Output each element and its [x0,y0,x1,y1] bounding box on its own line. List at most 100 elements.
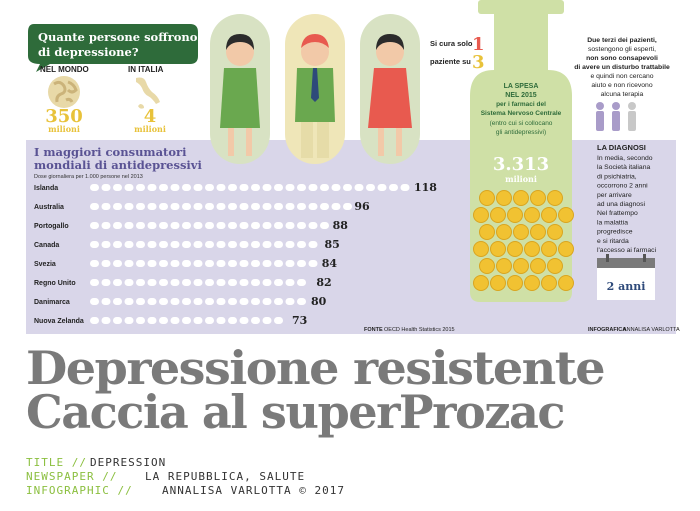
spending-l4: Sistema Nervoso Centrale [481,110,562,117]
spending-l5: (entro cui si collocano [490,120,553,127]
category-label: Australia [34,204,64,211]
coin-icon [473,275,489,291]
category-label: Svezia [34,261,56,268]
coin-icon [524,241,540,257]
coin-icon [524,275,540,291]
diagnosis-line: per arrivare [597,192,632,199]
bar-row: Danimarca 80 [34,295,327,308]
coin-icon [530,190,546,206]
source-text: OECD Health Statistics 2015 [384,327,455,333]
value-label: 118 [414,181,437,194]
spending-l3: per i farmaci del [496,101,546,108]
bar-row: Canada 85 [34,238,340,251]
coin-icon [541,275,557,291]
coin-icon [490,207,506,223]
untreated-l1: Due terzi dei pazienti, [587,37,657,44]
chart-subtitle: Dose giornaliera per 1.000 persone nel 2… [34,174,143,180]
bar [90,222,329,229]
cure-mid: paziente su [430,57,471,66]
bar-chart: Islanda 118 Australia 96 Portogallo 88 Canada 8… [34,181,437,327]
untreated-l4: di avere un disturbo trattabile [574,64,670,71]
cure-num-2: 3 [472,52,485,73]
credits: TITLE // DEPRESSION NEWSPAPER // LA REPU… [26,456,345,497]
spending-l1: LA SPESA [504,83,539,90]
infographic-label: INFOGRAFICA [588,327,626,333]
bar-row: Svezia 84 [34,257,337,270]
world-value: 350 [45,106,83,127]
coin-icon [507,275,523,291]
bar [90,317,283,324]
category-label: Canada [34,242,59,249]
coin-icon [507,207,523,223]
diagnosis-line: occorrono 2 anni [597,183,648,190]
speech-line-2: di depressione? [38,45,139,59]
person-man-tie [285,14,345,164]
coin-icon [524,207,540,223]
speech-line-1: Quante persone soffrono [38,30,198,44]
credit-infographic-key: INFOGRAPHIC // [26,484,133,497]
bar [90,260,318,267]
diagnosis-text: In media, secondo la Società italiana di p… [597,155,657,254]
coin-icon [513,224,529,240]
diagnosis-title: LA DIAGNOSI [597,143,646,152]
credit-title-key: TITLE // [26,456,87,469]
pill-bottle [470,0,572,302]
coin-icon [473,207,489,223]
spending-l2: NEL 2015 [505,92,536,99]
coin-icon [547,258,563,274]
cure-num-1: 1 [472,34,485,55]
value-label: 80 [311,295,327,308]
person-woman-green [210,14,270,164]
headline-line-1: Depressione resistente [26,341,604,395]
diagnosis-line: Nel frattempo [597,210,638,217]
bar [90,279,306,286]
speech-bubble: Quante persone soffrono di depressione? [28,24,198,72]
chart-title-l2: mondiali di antidepressivi [34,158,202,172]
coin-icon [496,258,512,274]
italy-map-icon [136,77,160,109]
spending-unit: milioni [505,174,537,184]
coin-icon [490,241,506,257]
calendar-label: 2 anni [607,280,646,293]
diagnosis-line: e si ritarda [597,238,629,245]
infographic-text: ANNALISA VARLOTTA [623,327,680,333]
untreated-l5: e quindi non cercano [590,73,653,80]
credit-infographic-value: ANNALISA VARLOTTA © 2017 [162,484,345,497]
bar-row: Nuova Zelanda 73 [34,314,307,327]
coin-icon [541,241,557,257]
bar-row: Regno Unito 82 [34,276,332,289]
cure-prefix: Si cura solo [430,39,473,48]
untreated-l6: aiuto e non ricevono [591,82,652,89]
spending-text: LA SPESA NEL 2015 per i farmaci del Sist… [481,83,562,136]
source-label: FONTE [364,327,383,333]
diagnosis-line: progredisce [597,229,633,236]
diagnosis-line: la Società italiana [597,164,650,171]
italy-unit: milioni [134,124,166,134]
category-label: Danimarca [34,299,70,306]
chart-title-l1: I maggiori consumatori [34,145,187,159]
coin-icon [547,224,563,240]
italy-label: IN ITALIA [128,65,164,74]
coin-icon [496,224,512,240]
bar [90,298,306,305]
diagnosis-line: l'accesso ai farmaci [597,247,657,254]
category-label: Regno Unito [34,280,76,287]
category-label: Nuova Zelanda [34,318,84,325]
coin-icon [558,275,574,291]
spending-l6: gli antidepressivi) [496,129,546,136]
bar [90,241,318,248]
calendar-icon [597,254,655,300]
bar [90,203,352,210]
coin-icon [490,275,506,291]
untreated-l7: alcuna terapia [601,91,644,98]
person-woman-red [360,14,420,164]
coin-icon [541,207,557,223]
world-label: NEL MONDO [40,65,89,74]
coin-icon [558,241,574,257]
bar-row: Portogallo 88 [34,219,348,232]
coin-icon [473,241,489,257]
coin-icon [547,190,563,206]
value-label: 82 [316,276,331,289]
bar-row: Australia 96 [34,200,370,213]
